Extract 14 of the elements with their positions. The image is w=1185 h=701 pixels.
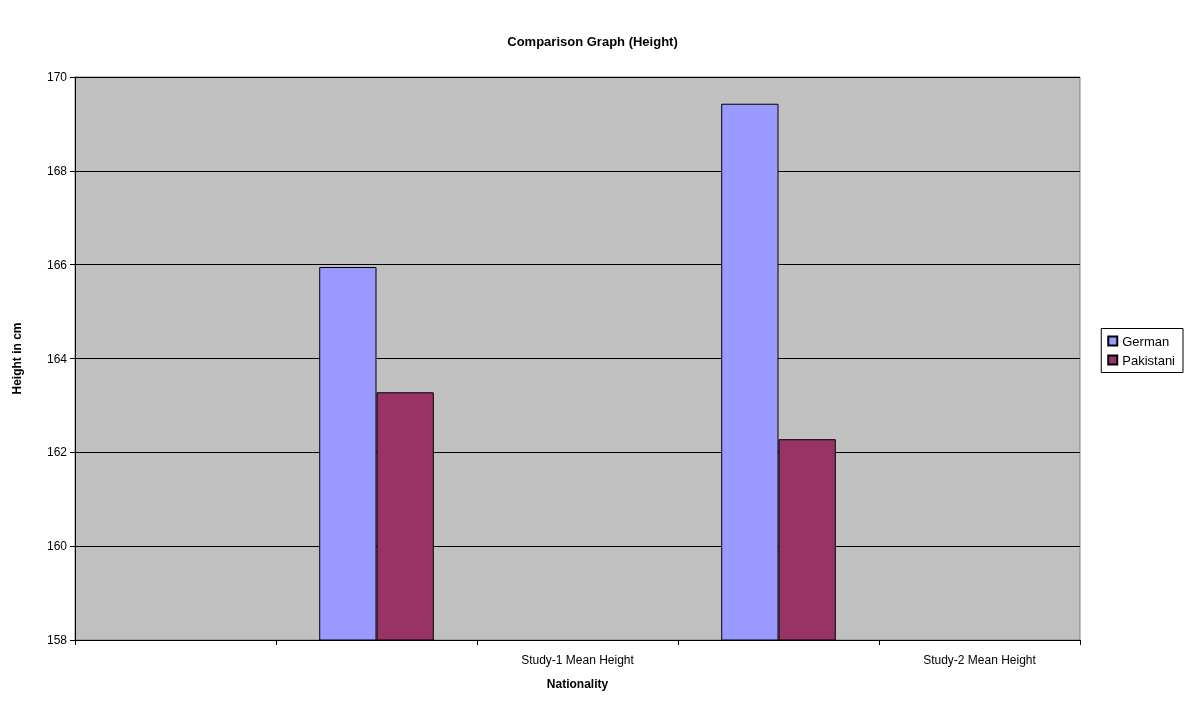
y-tick-label: 168 bbox=[46, 163, 68, 178]
x-tick-label: Study-2 Mean Height bbox=[923, 653, 1037, 667]
x-axis-title: Nationality bbox=[546, 677, 609, 691]
y-tick-label: 162 bbox=[46, 445, 68, 460]
y-tick-label: 166 bbox=[46, 257, 68, 272]
legend-label: German bbox=[1122, 333, 1170, 349]
legend-label: Pakistani bbox=[1122, 352, 1176, 368]
y-axis-title: Height in cm bbox=[10, 322, 24, 395]
chart-title: Comparison Graph (Height) bbox=[507, 34, 678, 49]
y-tick-label: 160 bbox=[46, 539, 68, 554]
y-tick-label: 158 bbox=[46, 633, 68, 647]
x-tick-label: Study-1 Mean Height bbox=[521, 653, 635, 667]
y-tick-label: 164 bbox=[46, 351, 68, 366]
y-tick-label: 170 bbox=[46, 70, 68, 84]
